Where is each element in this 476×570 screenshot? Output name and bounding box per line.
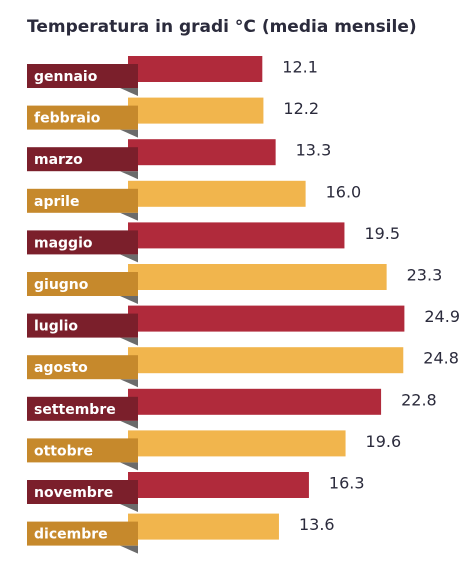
bar — [128, 180, 306, 207]
bar — [128, 56, 263, 82]
label-tab-shadow — [120, 504, 138, 512]
value-label: 16.0 — [326, 182, 362, 201]
category-label: dicembre — [34, 527, 108, 543]
label-tab-shadow — [120, 129, 138, 138]
bar — [128, 388, 382, 415]
value-label: 19.6 — [366, 432, 402, 451]
label-tab-shadow — [120, 379, 138, 388]
category-label: febbraio — [34, 111, 101, 127]
value-label: 13.6 — [299, 515, 335, 534]
value-label: 12.2 — [283, 99, 319, 118]
value-label: 22.8 — [401, 390, 437, 409]
category-label: gennaio — [34, 69, 98, 85]
chart-title: Temperatura in gradi °C (media mensile) — [27, 17, 417, 37]
label-tab — [27, 105, 138, 130]
label-tab — [27, 64, 138, 88]
label-tab-shadow — [120, 88, 138, 96]
bar — [128, 347, 404, 374]
value-label: 24.9 — [424, 307, 460, 326]
category-label: aprile — [34, 194, 79, 210]
bar — [128, 305, 405, 332]
label-tab — [27, 396, 138, 421]
category-label: agosto — [34, 360, 88, 376]
label-tab-shadow — [120, 212, 138, 221]
label-tab-shadow — [120, 171, 138, 180]
label-tab — [27, 438, 138, 463]
label-tab — [27, 272, 138, 296]
bar — [128, 139, 276, 166]
label-tab — [27, 521, 138, 546]
category-label: giugno — [34, 277, 89, 293]
bar — [128, 513, 279, 540]
label-tab — [27, 480, 138, 504]
category-label: ottobre — [34, 443, 93, 459]
label-tab — [27, 188, 138, 213]
value-label: 13.3 — [296, 141, 332, 160]
label-tab — [27, 355, 138, 380]
value-label: 19.5 — [364, 224, 400, 243]
label-tab-shadow — [120, 462, 138, 471]
category-label: marzo — [34, 152, 83, 168]
value-label: 24.8 — [423, 349, 459, 368]
label-tab-shadow — [120, 337, 138, 346]
value-label: 12.1 — [282, 58, 318, 77]
category-label: novembre — [34, 485, 113, 501]
bar — [128, 97, 264, 124]
label-tab-shadow — [120, 296, 138, 304]
bar — [128, 472, 309, 498]
label-tab — [27, 147, 138, 172]
bar — [128, 222, 345, 249]
category-label: luglio — [34, 319, 78, 335]
label-tab — [27, 313, 138, 338]
label-tab — [27, 230, 138, 255]
category-label: settembre — [34, 402, 116, 418]
value-label: 23.3 — [407, 266, 443, 285]
label-tab-shadow — [120, 545, 138, 554]
bar — [128, 264, 387, 290]
category-label: maggio — [34, 235, 93, 251]
bar — [128, 430, 346, 457]
label-tab-shadow — [120, 254, 138, 263]
value-label: 16.3 — [329, 474, 365, 493]
label-tab-shadow — [120, 420, 138, 429]
